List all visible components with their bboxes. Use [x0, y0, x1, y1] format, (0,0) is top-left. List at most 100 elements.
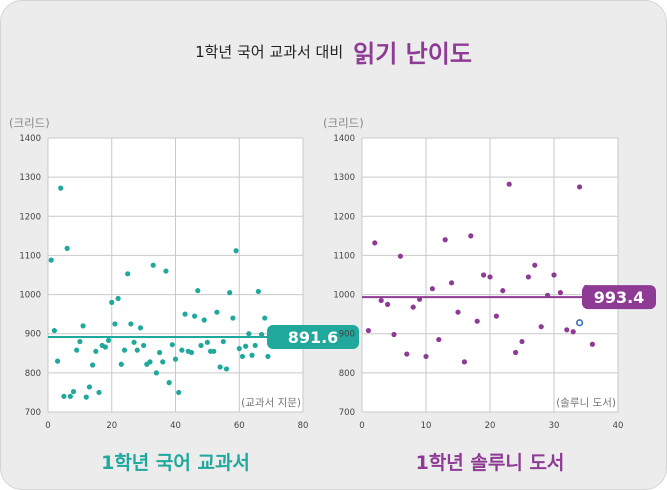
data-point	[223, 366, 230, 372]
data-point	[115, 295, 121, 302]
data-point	[227, 290, 233, 296]
data-point	[577, 184, 583, 190]
data-point	[397, 253, 403, 259]
data-point	[436, 336, 442, 343]
chart-2: 700 800 900 1000 1100 1200 1300 1400 0 10 20 30 40 (크…	[323, 116, 656, 474]
data-point	[525, 274, 532, 280]
data-point	[198, 342, 204, 349]
data-point	[96, 389, 102, 396]
data-point	[125, 271, 131, 277]
mean-callout	[267, 325, 359, 350]
data-point	[487, 274, 493, 280]
data-point	[58, 185, 64, 191]
data-point	[564, 327, 570, 333]
y-tick-label: 900	[339, 330, 355, 340]
data-point	[67, 393, 73, 399]
mean-value-label: 891.6	[288, 328, 339, 347]
data-point	[513, 349, 519, 356]
data-point	[204, 339, 210, 345]
data-point	[220, 338, 226, 345]
y-tick-label: 1300	[333, 173, 355, 183]
data-point	[176, 389, 182, 396]
data-point	[506, 181, 512, 187]
data-point	[551, 272, 557, 278]
data-point	[532, 262, 538, 268]
data-point	[211, 348, 217, 354]
data-point	[64, 245, 70, 251]
data-point	[93, 348, 99, 354]
data-point	[112, 321, 118, 327]
data-point	[118, 361, 124, 367]
x-tick-label: 30	[549, 421, 560, 431]
y-tick-label: 1100	[333, 251, 355, 261]
data-point	[70, 389, 77, 395]
data-point	[137, 325, 144, 331]
data-point	[80, 323, 86, 329]
data-point	[570, 329, 576, 335]
data-point	[179, 347, 185, 353]
chart-caption: 1학년 솔루니 도서	[416, 452, 565, 474]
y-tick-label: 1200	[333, 212, 355, 222]
data-point	[109, 299, 115, 305]
chart-1: 700 800 900 1000 1100 1200 1300 1400 0 20 40 60 80 (크…	[9, 116, 359, 474]
data-point	[201, 317, 207, 323]
y-tick-label: 1400	[333, 134, 355, 144]
data-point	[442, 237, 448, 243]
page-title: 1학년 국어 교과서 대비 읽기 난이도	[0, 34, 667, 69]
data-point	[169, 342, 175, 348]
data-point	[48, 257, 54, 263]
data-point	[243, 343, 249, 349]
data-point	[410, 304, 416, 310]
data-point	[249, 352, 255, 358]
data-point	[236, 345, 242, 352]
mean-value-label: 993.4	[594, 288, 645, 307]
x-tick-label: 0	[359, 421, 364, 431]
data-point	[378, 297, 384, 304]
data-point	[141, 342, 147, 349]
y-tick-label: 700	[25, 408, 41, 418]
data-point	[131, 339, 137, 345]
y-tick-label: 700	[339, 408, 355, 418]
data-point	[61, 393, 67, 399]
data-point	[468, 233, 474, 239]
data-point	[182, 311, 188, 317]
y-tick-label: 1100	[19, 251, 41, 261]
data-source-note: (교과서 지문)	[241, 397, 301, 409]
data-point	[166, 380, 172, 386]
data-point	[74, 347, 80, 353]
data-point	[102, 344, 108, 350]
data-point	[538, 324, 544, 330]
data-point	[481, 272, 487, 278]
data-point	[385, 301, 391, 307]
data-point	[230, 315, 236, 321]
x-tick-label: 0	[45, 421, 50, 431]
mean-callout	[582, 285, 656, 310]
data-point	[172, 356, 179, 362]
data-point	[474, 318, 480, 324]
data-point	[128, 321, 134, 327]
data-point	[77, 338, 83, 345]
data-point	[423, 353, 429, 360]
data-point	[195, 288, 201, 294]
data-point	[461, 359, 467, 365]
data-point	[365, 327, 371, 334]
title-prefix: 1학년 국어 교과서 대비	[195, 43, 344, 61]
data-point	[188, 349, 195, 356]
y-unit-label: (크리드)	[323, 116, 364, 130]
data-point	[83, 394, 89, 400]
x-tick-label: 60	[234, 421, 245, 431]
data-point	[246, 331, 252, 337]
data-point	[239, 353, 246, 360]
data-point	[500, 288, 506, 294]
data-point	[217, 364, 223, 370]
data-point	[455, 309, 461, 315]
data-point	[265, 353, 271, 360]
data-point	[160, 359, 166, 365]
x-tick-label: 20	[106, 421, 117, 431]
y-tick-label: 1300	[19, 173, 41, 183]
data-point	[134, 347, 140, 353]
data-point	[192, 313, 198, 319]
data-point	[404, 351, 410, 357]
data-point	[372, 240, 378, 246]
data-point	[150, 262, 156, 268]
